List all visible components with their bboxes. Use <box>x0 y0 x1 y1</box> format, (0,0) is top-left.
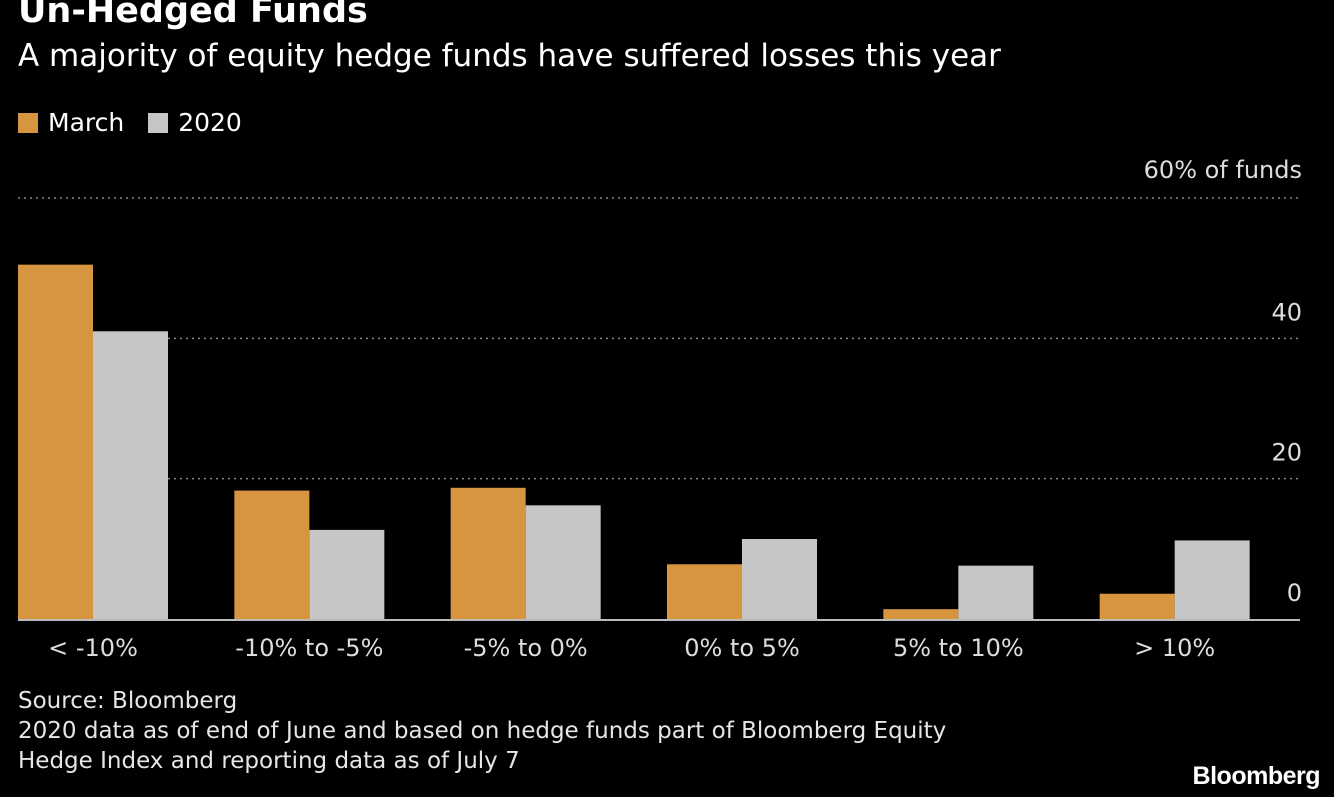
bar-2020-1 <box>309 529 385 619</box>
x-tick-label-5: > 10% <box>1134 634 1215 662</box>
x-tick-label-3: 0% to 5% <box>684 634 800 662</box>
y-axis-unit-label: 60% of funds <box>1144 156 1302 184</box>
legend-item-march: March <box>18 108 124 137</box>
data-note-line-1: 2020 data as of end of June and based on… <box>18 718 947 744</box>
legend-swatch-march <box>18 112 38 133</box>
legend-item-2020: 2020 <box>148 108 242 137</box>
x-tick-label-4: 5% to 10% <box>893 634 1024 662</box>
legend-label-2020: 2020 <box>178 108 242 137</box>
source-note: Source: Bloomberg <box>18 688 238 714</box>
data-note-line-2: Hedge Index and reporting data as of Jul… <box>18 748 520 774</box>
bar-march-3 <box>667 564 742 619</box>
bar-2020-5 <box>1174 540 1250 619</box>
footer: Source: Bloomberg 2020 data as of end of… <box>18 686 946 776</box>
chart-title: Un-Hedged Funds <box>18 0 368 31</box>
bar-march-0 <box>18 264 93 619</box>
bar-march-2 <box>450 487 526 619</box>
legend-swatch-2020 <box>148 112 169 133</box>
bar-2020-0 <box>93 331 168 619</box>
bar-2020-4 <box>958 565 1034 619</box>
bar-2020-3 <box>742 539 817 619</box>
bloomberg-logo: Bloomberg <box>1192 762 1321 790</box>
x-tick-label-1: -10% to -5% <box>235 634 383 662</box>
x-tick-label-0: < -10% <box>48 634 138 662</box>
y-tick-40: 40 <box>1271 298 1302 326</box>
bar-chart: 0 20 40 60% of funds < -10% -10% to -5% -5% to… <box>18 156 1302 662</box>
bar-march-4 <box>883 609 959 619</box>
chart-subtitle: A majority of equity hedge funds have su… <box>18 38 1001 74</box>
bar-2020-2 <box>525 505 601 619</box>
y-tick-20: 20 <box>1271 439 1302 467</box>
legend-label-march: March <box>48 108 125 137</box>
bar-march-1 <box>234 490 310 619</box>
bar-march-5 <box>1099 593 1175 619</box>
x-tick-label-2: -5% to 0% <box>464 634 588 662</box>
legend: March 2020 <box>18 108 266 137</box>
y-tick-0: 0 <box>1287 579 1302 607</box>
